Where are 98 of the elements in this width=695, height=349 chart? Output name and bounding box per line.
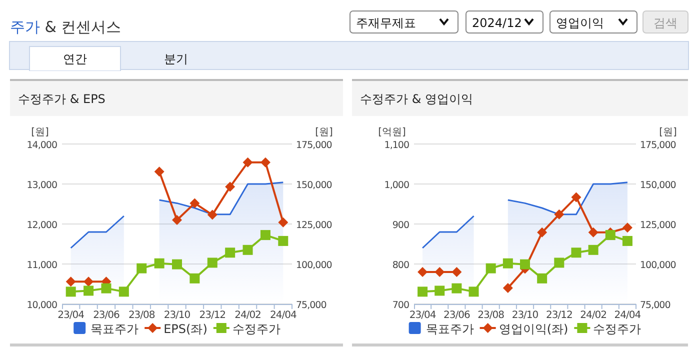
y2-tick-label: 125,000 <box>640 220 676 231</box>
point <box>190 273 200 284</box>
y2-axis-title: [원] <box>659 127 677 138</box>
point <box>434 286 445 296</box>
point <box>260 157 270 168</box>
x-tick-label: 23/10 <box>164 310 190 321</box>
point <box>571 192 582 202</box>
y-axis-title: [억원] <box>378 127 406 138</box>
y-tick-label: 14,000 <box>26 140 58 151</box>
point <box>571 248 582 258</box>
x-tick-label: 24/04 <box>270 310 296 321</box>
point <box>172 215 182 225</box>
y2-axis-title: [원] <box>315 127 333 138</box>
y-tick-label: 12,000 <box>26 220 58 231</box>
point <box>278 236 288 246</box>
point <box>452 283 462 294</box>
chart-title: 수정주가 & EPS <box>18 92 106 106</box>
point <box>66 286 76 297</box>
point <box>434 267 445 277</box>
point <box>554 258 564 268</box>
point <box>154 166 164 177</box>
point <box>84 286 94 296</box>
point <box>605 230 616 240</box>
x-tick-label: 23/12 <box>546 310 572 321</box>
point <box>486 263 496 274</box>
y2-tick-label: 75,000 <box>640 300 671 311</box>
text: 연간 <box>63 52 87 66</box>
x-tick-label: 23/12 <box>199 310 226 321</box>
legend-label: EPS(좌) <box>164 322 208 336</box>
point <box>537 273 548 284</box>
point <box>172 259 182 270</box>
point <box>101 283 112 294</box>
x-tick-label: 24/02 <box>234 310 262 321</box>
point <box>588 227 598 238</box>
point <box>468 286 479 297</box>
point <box>502 283 513 293</box>
point <box>452 267 462 277</box>
point <box>136 263 147 274</box>
control-select: 영업이익 <box>550 10 638 34</box>
x-tick-label: 23/06 <box>444 310 470 321</box>
point <box>242 244 253 255</box>
legend-label: 수정주가 <box>232 322 280 336</box>
point <box>84 276 94 287</box>
point <box>278 217 288 228</box>
x-tick-label: 23/06 <box>93 310 120 321</box>
y-tick-label: 1,000 <box>384 180 410 191</box>
y2-tick-label: 175,000 <box>640 140 676 151</box>
point <box>520 259 530 270</box>
x-tick-label: 23/04 <box>409 310 436 321</box>
y-tick-label: 800 <box>392 260 410 271</box>
point <box>537 227 548 238</box>
point <box>225 182 236 192</box>
point <box>242 157 253 168</box>
y-tick-label: 900 <box>392 220 410 231</box>
point <box>118 286 129 297</box>
point <box>622 222 632 233</box>
legend-label: 영업이익(좌) <box>498 322 568 336</box>
y-tick-label: 13,000 <box>26 180 58 191</box>
point <box>418 286 428 297</box>
y2-tick-label: 75,000 <box>296 300 327 311</box>
point <box>225 248 236 258</box>
point <box>588 244 598 255</box>
y2-tick-label: 100,000 <box>640 260 676 271</box>
point <box>502 258 513 268</box>
x-tick-label: 23/04 <box>58 310 84 321</box>
y2-tick-label: 150,000 <box>296 180 332 191</box>
point <box>207 258 218 268</box>
y-tick-label: 1,100 <box>384 140 410 151</box>
point <box>554 209 564 220</box>
y2-tick-label: 100,000 <box>296 260 332 271</box>
text: 분기 <box>164 52 188 66</box>
point <box>207 210 218 220</box>
x-tick-label: 23/10 <box>512 310 538 321</box>
y2-tick-label: 125,000 <box>296 220 332 231</box>
point <box>154 258 164 268</box>
y2-tick-label: 150,000 <box>640 180 676 191</box>
point <box>418 267 428 277</box>
x-tick-label: 24/04 <box>614 310 641 321</box>
y-tick-label: 10,000 <box>26 300 58 311</box>
x-tick-label: 24/02 <box>580 310 607 321</box>
legend-label: 수정주가 <box>593 322 642 336</box>
point <box>66 276 76 287</box>
control-button: 검색 <box>642 10 688 34</box>
y-axis-title: [원] <box>31 127 49 138</box>
point <box>260 230 270 240</box>
y-tick-label: 11,000 <box>26 260 58 271</box>
chart-title: 수정주가 & 영업이익 <box>360 92 473 106</box>
y2-tick-label: 175,000 <box>296 140 332 151</box>
legend-label: 목표주가 <box>426 322 474 336</box>
point <box>190 198 200 208</box>
control-select: 2024/12 <box>466 10 544 34</box>
point <box>622 236 632 246</box>
text: 주가 & 컨센서스 <box>10 18 122 36</box>
x-tick-label: 23/08 <box>478 310 504 321</box>
x-tick-label: 23/08 <box>128 310 155 321</box>
legend-label: 목표주가 <box>90 322 139 336</box>
control-select: 주재무제표 <box>350 10 458 34</box>
y-tick-label: 700 <box>392 300 410 311</box>
